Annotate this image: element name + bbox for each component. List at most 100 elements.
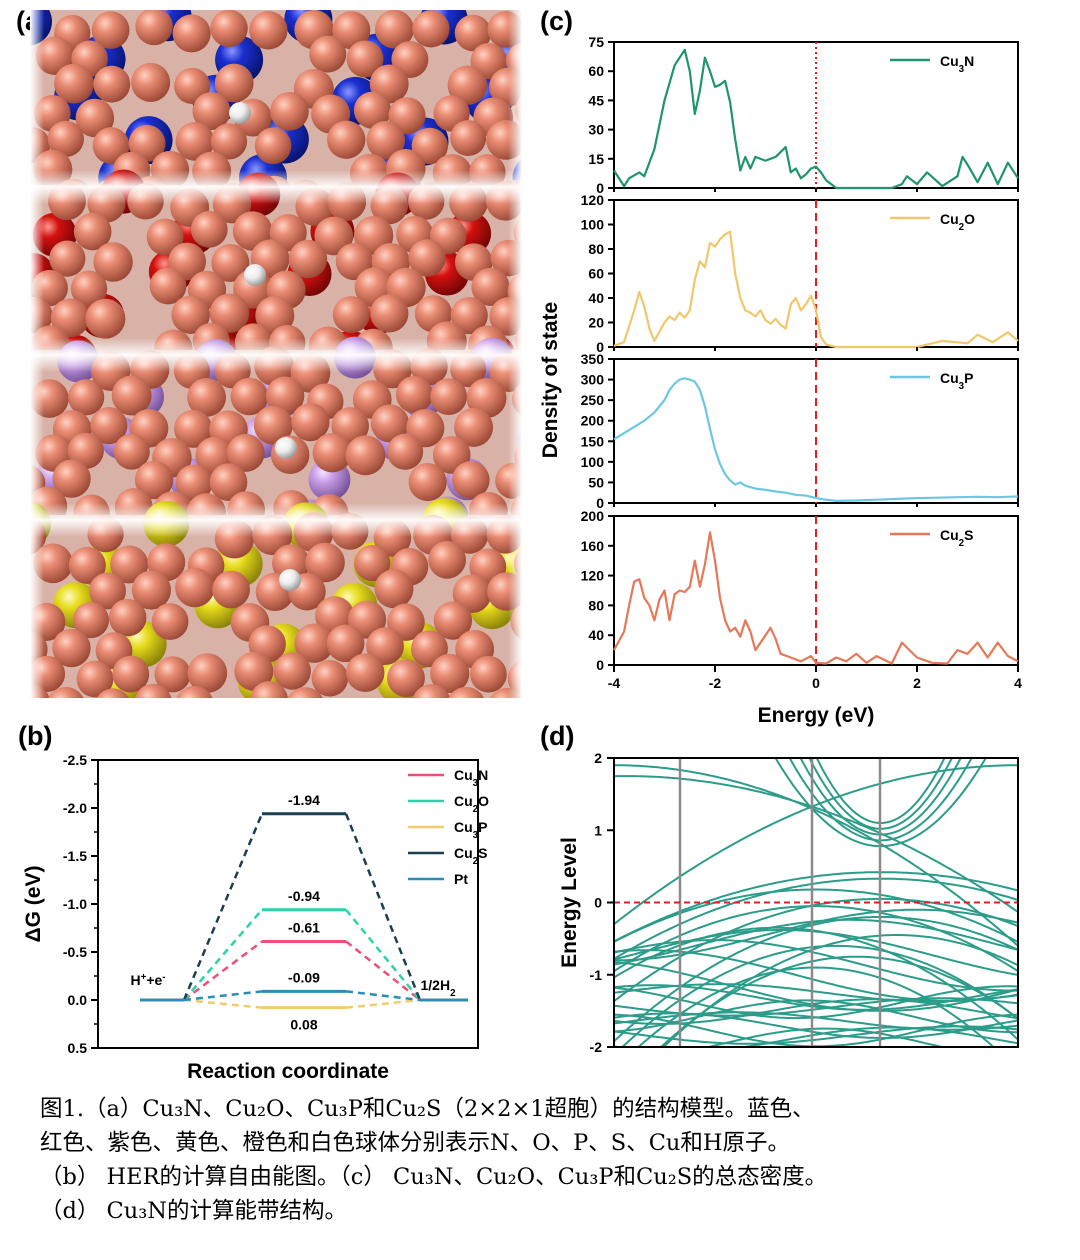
d-band-line [614,897,1018,1002]
Cu-atom [412,684,451,698]
Cu-atom [75,98,115,138]
Cu-atom [176,685,213,698]
d-band-line [788,758,973,842]
c-ytick-label: 300 [581,372,605,388]
Cu-atom [112,655,150,693]
c-dos-curve [613,531,1019,665]
b-connector [345,908,421,1001]
Cu-atom [332,11,371,50]
dos-plot: 01530456075Cu3N020406080100120Cu2O050100… [539,34,1022,727]
Cu-atom [91,11,130,49]
c-xtick-label: 0 [812,675,820,691]
d-band-line [614,877,1018,960]
c-ytick-label: 75 [588,34,604,50]
panel-b-label: (b) [18,721,52,751]
Cu-atom [309,35,347,73]
Cu-atom [311,660,349,697]
Cu-atom [131,62,171,102]
Cu-atom [211,243,250,283]
Cu-atom [234,651,274,691]
d-band-line [614,939,1018,992]
c-ytick-label: 200 [581,413,605,429]
Cu-atom [370,404,410,443]
d-band-line [614,960,1018,1012]
panel-c-label: (c) [540,6,573,36]
c-ytick-label: 30 [588,122,604,138]
d-band-line [614,1025,1018,1045]
b-connector [183,998,263,1009]
c-ytick-label: 0 [596,339,604,355]
Cu-atom [395,375,433,413]
b-legend-label: Cu3N [454,767,488,789]
b-x-axis-title: Reaction coordinate [187,1060,389,1083]
Cu-atom [48,686,84,698]
caption-line-1: 图1.（a）Cu₃N、Cu₂O、Cu₃P和Cu₂S（2×2×1超胞）的结构模型。… [40,1096,815,1122]
b-connector [344,813,422,1001]
Cu-atom [370,294,409,333]
Cu-atom [52,459,91,498]
c-ytick-label: 160 [581,538,605,554]
b-ytick-label: -1.0 [63,896,87,912]
Cu-atom [471,267,510,306]
Cu-atom [450,296,488,335]
Cu-atom [76,660,114,698]
c-ytick-label: 350 [581,351,605,367]
Cu-atom [174,409,213,448]
Cu-atom [374,569,414,609]
layer-fades [30,10,522,698]
d-band-line [620,944,1018,1047]
H-atom [279,569,301,591]
b-connector [183,908,263,1001]
Cu-atom [314,216,354,256]
Cu-atom [249,11,288,50]
b-y-axis-title: ΔG (eV) [22,866,45,943]
d-band-line [614,888,1018,943]
c-legend-label: Cu3P [940,370,973,392]
Cu-atom [134,460,174,500]
b-ytick-label: -2.5 [63,752,87,768]
d-band-line [614,764,1018,947]
Cu-atom [452,461,490,499]
c-ytick-label: 60 [588,63,604,79]
Cu-atom [35,36,75,76]
Cu-atom [250,681,288,698]
d-band-line [614,764,1018,925]
free-energy-diagram: -2.5 -2.0 -1.5 -1.0 -0.5 0.0 0.5 ΔG (eV) Reactio… [22,752,489,1083]
Cu-atom [294,623,334,663]
c-ytick-label: 0 [596,657,604,673]
c-dos-curve [613,48,1019,190]
b-value-label: -1.94 [288,792,320,808]
Cu-atom [454,14,492,52]
c-xtick-label: 2 [913,675,921,691]
b-legend-label: Cu2O [454,793,489,815]
caption-line-4: （d） Cu₃N的计算能带结构。 [40,1198,347,1224]
Cu-atom [128,124,166,162]
c-y-axis-title: Density of state [539,302,562,458]
Cu-atom [85,298,126,339]
band-structure-plot: -2 -1 0 1 2 Energy Level [558,750,1019,1055]
b-connector [345,990,421,1002]
Cu-atom [447,65,488,106]
Cu-atom [452,574,492,614]
Cu-atom [214,63,254,103]
figure-canvas: (a) (b) -2.5-2.0-1.5-1.0-0.50.00.5ΔG (eV… [16,6,1022,1083]
Cu-atom [47,120,84,158]
Cu-atom [90,407,128,445]
c-x-axis-title: Energy (eV) [758,704,875,727]
Cu-atom [113,433,150,470]
Cu-atom [326,624,365,663]
d-band-line [704,1027,947,1047]
H-atom [229,102,251,124]
c-ytick-label: 120 [581,192,605,208]
c-ytick-label: 60 [588,266,604,282]
Cu-atom [187,653,228,693]
d-ytick-label: -2 [590,1039,603,1055]
d-ytick-label: 2 [594,750,602,766]
panel-d-label: (d) [540,721,574,751]
Cu-atom [110,545,149,584]
b-connector [345,998,421,1009]
b-connector [183,940,263,1001]
Cu-atom [67,432,104,469]
Cu-atom [209,293,250,333]
Cu-atom [154,656,191,693]
